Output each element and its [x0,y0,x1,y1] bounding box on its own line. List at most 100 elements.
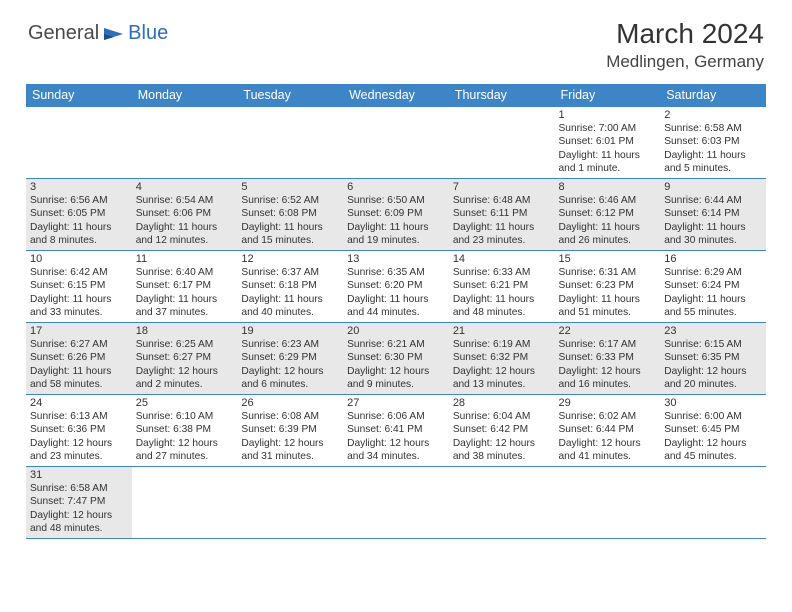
calendar-day-cell: 4Sunrise: 6:54 AMSunset: 6:06 PMDaylight… [132,179,238,251]
calendar-day-cell [132,107,238,179]
day-number: 27 [347,397,445,409]
day-number: 19 [241,325,339,337]
weekday-header: Saturday [660,84,766,107]
day-info-line: and 37 minutes. [136,306,234,319]
calendar-day-cell [237,107,343,179]
calendar-week-row: 1Sunrise: 7:00 AMSunset: 6:01 PMDaylight… [26,107,766,179]
day-info-line: and 58 minutes. [30,378,128,391]
day-info-line: Sunset: 6:12 PM [559,207,657,220]
calendar-day-cell: 2Sunrise: 6:58 AMSunset: 6:03 PMDaylight… [660,107,766,179]
day-info-line: Daylight: 12 hours [241,437,339,450]
day-info-line: Daylight: 11 hours [136,293,234,306]
day-info-line: Sunset: 6:11 PM [453,207,551,220]
title-block: March 2024 Medlingen, Germany [606,18,764,72]
day-info-line: and 48 minutes. [30,522,128,535]
calendar-day-cell: 24Sunrise: 6:13 AMSunset: 6:36 PMDayligh… [26,395,132,467]
calendar-day-cell [343,467,449,539]
day-number: 26 [241,397,339,409]
calendar-day-cell: 7Sunrise: 6:48 AMSunset: 6:11 PMDaylight… [449,179,555,251]
calendar-day-cell: 15Sunrise: 6:31 AMSunset: 6:23 PMDayligh… [555,251,661,323]
day-info-line: Daylight: 11 hours [559,149,657,162]
day-info-line: Daylight: 12 hours [453,437,551,450]
calendar-day-cell: 28Sunrise: 6:04 AMSunset: 6:42 PMDayligh… [449,395,555,467]
weekday-header: Sunday [26,84,132,107]
logo-flag-icon [103,26,125,42]
calendar-day-cell: 27Sunrise: 6:06 AMSunset: 6:41 PMDayligh… [343,395,449,467]
day-info-line: Daylight: 11 hours [136,221,234,234]
location: Medlingen, Germany [606,52,764,72]
day-info-line: Sunset: 6:20 PM [347,279,445,292]
calendar-week-row: 17Sunrise: 6:27 AMSunset: 6:26 PMDayligh… [26,323,766,395]
day-info-line: and 26 minutes. [559,234,657,247]
calendar-day-cell: 9Sunrise: 6:44 AMSunset: 6:14 PMDaylight… [660,179,766,251]
weekday-header: Friday [555,84,661,107]
day-info-line: Daylight: 11 hours [30,293,128,306]
day-info-line: Sunrise: 6:56 AM [30,194,128,207]
day-info-line: Daylight: 11 hours [664,293,762,306]
day-info-line: Sunrise: 6:17 AM [559,338,657,351]
day-info-line: Sunset: 6:23 PM [559,279,657,292]
day-info-line: and 5 minutes. [664,162,762,175]
calendar-day-cell: 3Sunrise: 6:56 AMSunset: 6:05 PMDaylight… [26,179,132,251]
calendar-day-cell: 20Sunrise: 6:21 AMSunset: 6:30 PMDayligh… [343,323,449,395]
day-number: 14 [453,253,551,265]
calendar-day-cell: 8Sunrise: 6:46 AMSunset: 6:12 PMDaylight… [555,179,661,251]
calendar-week-row: 3Sunrise: 6:56 AMSunset: 6:05 PMDaylight… [26,179,766,251]
day-info-line: Daylight: 12 hours [136,437,234,450]
day-info-line: Sunset: 6:08 PM [241,207,339,220]
day-info-line: Sunrise: 6:21 AM [347,338,445,351]
day-info-line: Sunset: 6:06 PM [136,207,234,220]
calendar-day-cell: 31Sunrise: 6:58 AMSunset: 7:47 PMDayligh… [26,467,132,539]
day-info-line: Sunrise: 6:19 AM [453,338,551,351]
day-info-line: and 20 minutes. [664,378,762,391]
day-info-line: Sunrise: 6:23 AM [241,338,339,351]
day-number: 16 [664,253,762,265]
day-info-line: Daylight: 11 hours [664,149,762,162]
day-info-line: and 34 minutes. [347,450,445,463]
day-info-line: and 1 minute. [559,162,657,175]
day-info-line: Sunrise: 6:35 AM [347,266,445,279]
day-info-line: Daylight: 11 hours [664,221,762,234]
calendar-week-row: 24Sunrise: 6:13 AMSunset: 6:36 PMDayligh… [26,395,766,467]
calendar-day-cell: 13Sunrise: 6:35 AMSunset: 6:20 PMDayligh… [343,251,449,323]
day-info-line: Sunset: 6:17 PM [136,279,234,292]
day-info-line: Sunrise: 6:27 AM [30,338,128,351]
day-info-line: Daylight: 12 hours [664,365,762,378]
day-info-line: Sunrise: 6:58 AM [664,122,762,135]
day-info-line: and 13 minutes. [453,378,551,391]
calendar-day-cell [555,467,661,539]
day-info-line: and 12 minutes. [136,234,234,247]
day-info-line: Sunrise: 6:06 AM [347,410,445,423]
day-info-line: Sunrise: 6:10 AM [136,410,234,423]
day-info-line: Sunrise: 6:15 AM [664,338,762,351]
calendar-day-cell: 18Sunrise: 6:25 AMSunset: 6:27 PMDayligh… [132,323,238,395]
calendar-day-cell: 16Sunrise: 6:29 AMSunset: 6:24 PMDayligh… [660,251,766,323]
day-info-line: Daylight: 11 hours [347,221,445,234]
day-info-line: Daylight: 11 hours [347,293,445,306]
day-info-line: Daylight: 11 hours [453,221,551,234]
day-info-line: Sunset: 6:38 PM [136,423,234,436]
day-info-line: Sunset: 6:24 PM [664,279,762,292]
day-info-line: and 16 minutes. [559,378,657,391]
calendar-day-cell: 22Sunrise: 6:17 AMSunset: 6:33 PMDayligh… [555,323,661,395]
calendar-day-cell: 19Sunrise: 6:23 AMSunset: 6:29 PMDayligh… [237,323,343,395]
calendar-day-cell [343,107,449,179]
day-info-line: and 30 minutes. [664,234,762,247]
day-info-line: Daylight: 11 hours [30,365,128,378]
day-number: 23 [664,325,762,337]
day-info-line: Daylight: 12 hours [136,365,234,378]
day-info-line: Sunrise: 6:52 AM [241,194,339,207]
day-number: 15 [559,253,657,265]
weekday-header: Tuesday [237,84,343,107]
calendar-day-cell: 12Sunrise: 6:37 AMSunset: 6:18 PMDayligh… [237,251,343,323]
day-number: 21 [453,325,551,337]
day-info-line: Daylight: 11 hours [241,293,339,306]
day-info-line: Sunset: 6:21 PM [453,279,551,292]
calendar-week-row: 10Sunrise: 6:42 AMSunset: 6:15 PMDayligh… [26,251,766,323]
calendar-day-cell: 17Sunrise: 6:27 AMSunset: 6:26 PMDayligh… [26,323,132,395]
day-info-line: Sunset: 6:42 PM [453,423,551,436]
calendar-day-cell: 10Sunrise: 6:42 AMSunset: 6:15 PMDayligh… [26,251,132,323]
day-info-line: Sunrise: 6:02 AM [559,410,657,423]
day-info-line: Sunset: 6:15 PM [30,279,128,292]
day-info-line: Daylight: 12 hours [347,437,445,450]
